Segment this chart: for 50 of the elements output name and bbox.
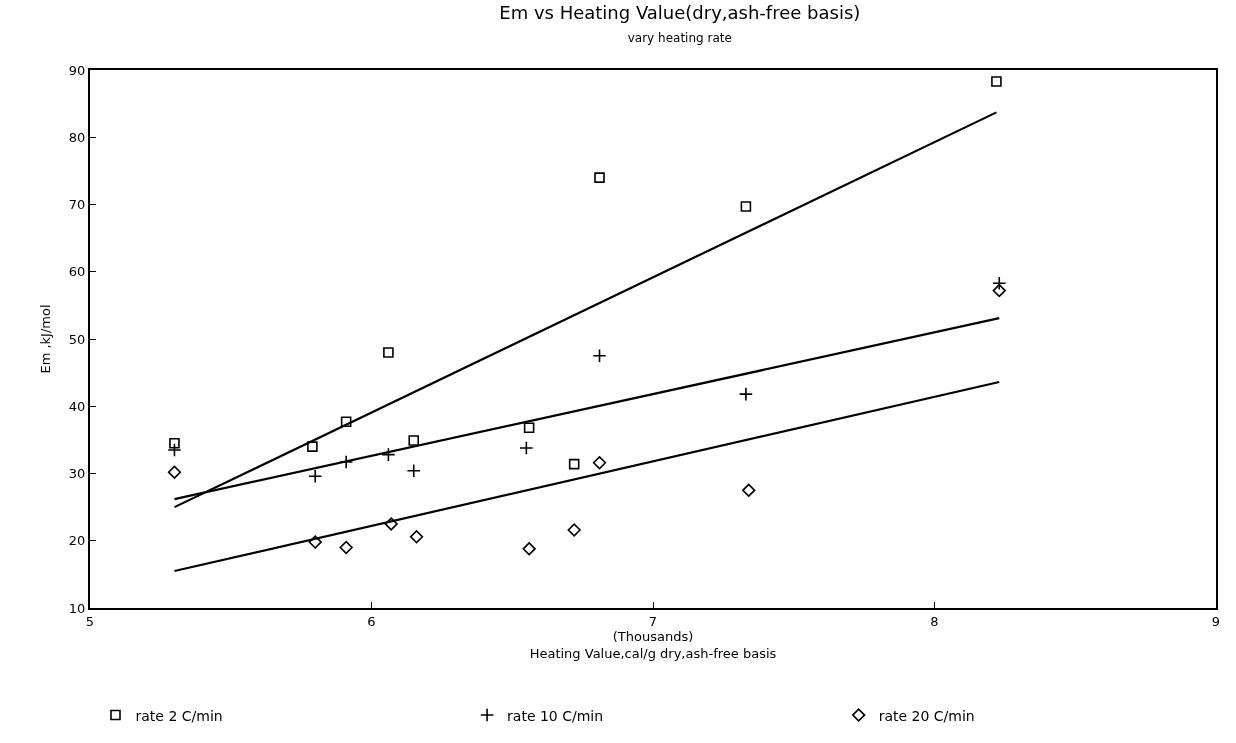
legend-label: rate 20 C/min <box>878 707 975 724</box>
x-tick-label: 8 <box>930 613 939 629</box>
x-tick-label: 6 <box>367 613 376 629</box>
point <box>523 422 535 434</box>
y-axis-title: Em ,kJ/mol <box>38 304 54 374</box>
point <box>169 437 180 449</box>
x-tick-label: 7 <box>648 613 658 629</box>
point <box>308 535 322 549</box>
point <box>384 517 398 531</box>
point <box>383 347 394 358</box>
point <box>568 458 580 470</box>
x-tick-label: 9 <box>1211 613 1221 629</box>
point <box>991 76 1002 87</box>
point <box>567 523 581 537</box>
y-tick-label: 10 <box>68 600 86 616</box>
point <box>740 201 752 212</box>
point <box>167 465 182 479</box>
point <box>519 440 534 456</box>
y-tick-label: 70 <box>68 197 86 213</box>
point <box>381 447 396 462</box>
x-axis-title: (Thousands) Heating Value,cal/g dry,ash-free basis <box>529 628 777 661</box>
point <box>308 469 323 484</box>
point <box>406 463 421 478</box>
legend-label: rate 10 C/min <box>507 707 604 724</box>
point <box>592 456 607 470</box>
y-tick-label: 60 <box>68 264 86 280</box>
y-tick-label: 40 <box>68 398 86 414</box>
legend-label: rate 2 C/min <box>135 707 223 724</box>
y-tick-label: 20 <box>68 533 86 549</box>
chart-subtitle: vary heating rate <box>627 30 732 45</box>
point <box>992 276 1007 291</box>
point <box>992 283 1006 298</box>
y-tick-label: 30 <box>68 466 86 482</box>
y-tick-label: 80 <box>68 129 86 145</box>
point <box>738 387 753 402</box>
point <box>339 540 353 555</box>
point <box>592 348 607 363</box>
y-tick-label: 90 <box>68 62 86 78</box>
point <box>167 442 182 458</box>
point <box>742 483 756 497</box>
point <box>307 441 318 452</box>
point <box>522 542 536 556</box>
chart-title: Em vs Heating Value(dry,ash-free basis) <box>499 1 861 23</box>
point <box>594 172 605 183</box>
point <box>340 416 352 428</box>
y-tick-label: 50 <box>68 331 86 347</box>
point <box>409 530 424 544</box>
point <box>339 454 354 470</box>
point <box>408 435 420 446</box>
x-tick-label: 5 <box>85 613 95 629</box>
